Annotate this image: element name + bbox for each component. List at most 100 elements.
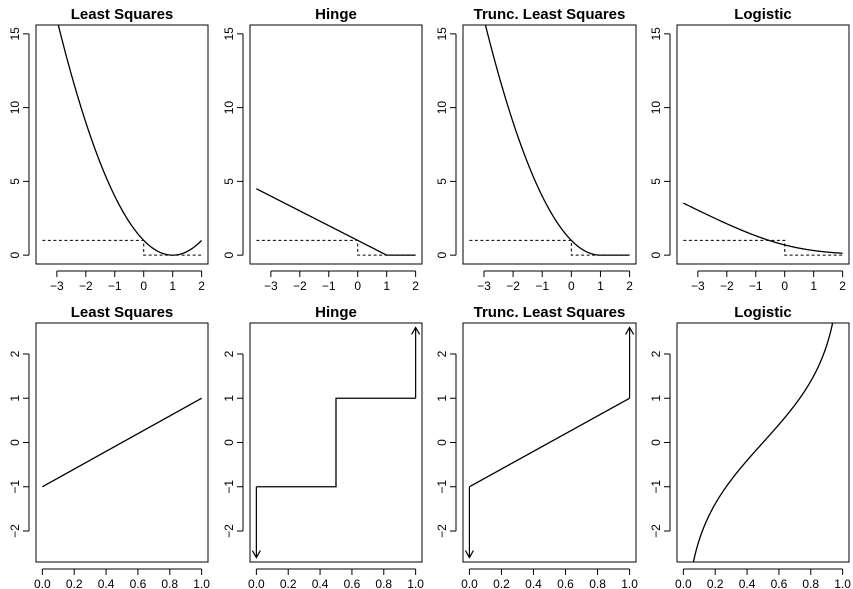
x-tick-label: −3 [50, 279, 64, 293]
panel-6: Hinge 0.0 0.2 0.4 0.6 0.8 1.0 −2 −1 0 1 2 [222, 304, 424, 589]
y-tick-label: −1 [222, 480, 236, 494]
x-tick-label: 0.6 [557, 577, 574, 589]
x-tick-label: −2 [79, 279, 93, 293]
y-tick-label: 2 [8, 350, 22, 357]
y-tick-label: 15 [649, 27, 663, 41]
plot-frame [249, 322, 423, 563]
x-tick-label: 0.6 [344, 577, 361, 589]
series-line [256, 397, 416, 488]
series-dashed-line [683, 239, 843, 256]
y-tick-label: 0 [8, 439, 22, 446]
panel-title: Logistic [734, 6, 792, 23]
x-tick-label: 2 [198, 279, 205, 293]
y-tick-label: 15 [222, 27, 236, 41]
x-tick-label: 2 [839, 279, 846, 293]
x-tick-label: 0.2 [280, 577, 297, 589]
x-tick-label: −1 [322, 279, 336, 293]
y-tick-label: 5 [649, 178, 663, 185]
y-tick-label: 5 [222, 178, 236, 185]
x-tick-label: −3 [691, 279, 705, 293]
x-tick-label: 0.0 [675, 577, 692, 589]
plot-area [683, 202, 843, 256]
x-tick-label: 0.0 [248, 577, 265, 589]
x-tick-label: 0 [568, 279, 575, 293]
x-tick-label: 0 [140, 279, 147, 293]
x-tick-label: 0.8 [161, 577, 178, 589]
plot-frame [462, 322, 637, 563]
x-tick-label: 0.2 [707, 577, 724, 589]
x-tick-label: −2 [720, 279, 734, 293]
x-tick-label: 2 [412, 279, 419, 293]
x-tick-label: 0 [354, 279, 361, 293]
plot-area [469, 397, 630, 488]
panel-4: Logistic −3 −2 −1 0 1 2 0 5 10 15 [649, 6, 850, 293]
y-tick-label: −2 [435, 524, 449, 538]
x-tick-label: 0.8 [802, 577, 819, 589]
panel-title: Least Squares [71, 6, 174, 23]
y-tick-label: −2 [649, 524, 663, 538]
series-dashed-line [256, 239, 416, 256]
x-tick-label: 2 [626, 279, 633, 293]
plot-area [469, 25, 630, 256]
x-tick-label: 1.0 [407, 577, 424, 589]
x-tick-label: 1 [169, 279, 176, 293]
series-line [484, 25, 630, 256]
panel-1: Least Squares −3 −2 −1 0 1 2 0 5 10 15 [8, 6, 209, 293]
plot-frame [249, 24, 423, 265]
y-tick-label: 10 [222, 101, 236, 115]
y-tick-label: 5 [8, 178, 22, 185]
x-tick-label: 0.8 [375, 577, 392, 589]
panel-title: Logistic [734, 304, 792, 321]
series-line [692, 323, 834, 562]
y-tick-label: 10 [649, 101, 663, 115]
series-line [57, 25, 203, 256]
y-tick-label: 15 [8, 27, 22, 41]
y-tick-label: 0 [8, 251, 22, 258]
x-tick-label: 0.4 [739, 577, 756, 589]
plot-area [42, 25, 203, 256]
x-tick-label: 0.4 [98, 577, 115, 589]
y-tick-label: 1 [222, 395, 236, 402]
panel-5: Least Squares 0.0 0.2 0.4 0.6 0.8 1.0 −2 −1 0 1 2 [8, 304, 210, 589]
series-dashed-line [42, 239, 202, 256]
x-tick-label: 0.6 [130, 577, 147, 589]
panel-2: Hinge −3 −2 −1 0 1 2 0 5 10 15 [222, 6, 423, 293]
y-tick-label: 2 [649, 350, 663, 357]
y-tick-label: 0 [435, 251, 449, 258]
y-tick-label: −1 [8, 480, 22, 494]
series-line [469, 397, 630, 488]
series-arrow [464, 486, 474, 559]
x-tick-label: 0.2 [66, 577, 83, 589]
y-tick-label: 0 [435, 439, 449, 446]
plot-area [692, 323, 834, 562]
y-tick-label: 0 [222, 439, 236, 446]
y-tick-label: 5 [435, 178, 449, 185]
x-tick-label: 1 [597, 279, 604, 293]
x-tick-label: −1 [108, 279, 122, 293]
plot-area [256, 188, 416, 256]
panel-title: Trunc. Least Squares [474, 304, 626, 321]
plot-frame [35, 322, 209, 563]
plot-frame [462, 24, 637, 265]
plot-frame [676, 322, 850, 563]
plot-frame [35, 24, 209, 265]
series-arrow [625, 326, 635, 399]
y-tick-label: −1 [435, 480, 449, 494]
y-tick-label: −2 [222, 524, 236, 538]
series-arrow [251, 486, 261, 559]
x-tick-label: −3 [264, 279, 278, 293]
panel-title: Trunc. Least Squares [474, 6, 626, 23]
y-tick-label: 15 [435, 27, 449, 41]
series-line [683, 202, 843, 254]
x-tick-label: 1.0 [193, 577, 210, 589]
plot-frame [676, 24, 850, 265]
y-tick-label: 2 [222, 350, 236, 357]
x-tick-label: 1.0 [834, 577, 851, 589]
x-tick-label: 0.4 [525, 577, 542, 589]
y-tick-label: 1 [649, 395, 663, 402]
series-line [42, 397, 202, 488]
panel-3: Trunc. Least Squares −3 −2 −1 0 1 2 0 5 10 15 [435, 6, 637, 293]
x-tick-label: 1.0 [621, 577, 638, 589]
x-tick-label: 0.2 [493, 577, 510, 589]
